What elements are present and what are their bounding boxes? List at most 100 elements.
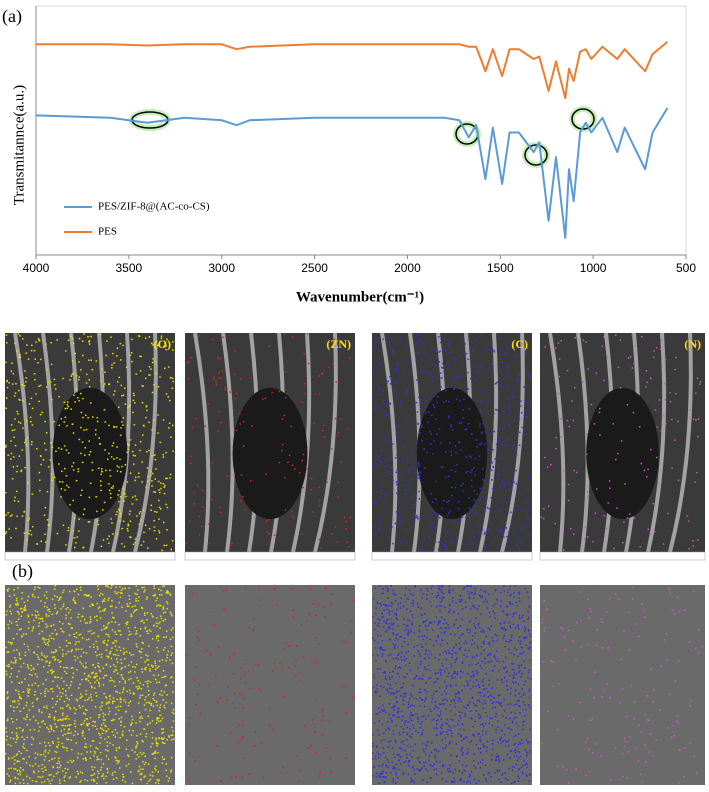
eds-dot — [502, 682, 504, 684]
eds-dot — [145, 417, 147, 419]
eds-dot — [215, 380, 217, 382]
eds-dot — [455, 452, 457, 454]
eds-dot — [503, 417, 505, 419]
eds-dot — [563, 766, 565, 768]
eds-dot — [380, 605, 382, 607]
eds-dot — [437, 715, 439, 717]
eds-dot — [97, 648, 99, 650]
eds-dot — [30, 665, 32, 667]
eds-dot — [424, 666, 426, 668]
eds-dot — [511, 637, 513, 639]
eds-dot — [148, 690, 150, 692]
eds-dot — [44, 655, 46, 657]
eds-dot — [145, 378, 147, 380]
eds-dot — [90, 717, 92, 719]
eds-dot — [567, 370, 569, 372]
eds-dot — [526, 755, 528, 757]
eds-dot — [47, 625, 49, 627]
eds-dot — [555, 448, 557, 450]
eds-image — [5, 585, 175, 785]
eds-dot — [151, 703, 153, 705]
eds-dot — [426, 744, 428, 746]
eds-dot — [526, 775, 528, 777]
eds-dot — [134, 542, 136, 544]
eds-dot — [415, 698, 417, 700]
eds-dot — [16, 738, 18, 740]
eds-dot — [168, 427, 170, 429]
eds-dot — [126, 691, 128, 693]
eds-dot — [121, 590, 123, 592]
eds-dot — [512, 668, 514, 670]
eds-dot — [504, 772, 506, 774]
eds-dot — [245, 659, 247, 661]
eds-dot — [140, 695, 142, 697]
eds-dot — [97, 585, 99, 587]
eds-dot — [115, 713, 117, 715]
eds-dot — [6, 397, 8, 399]
eds-dot — [165, 676, 167, 678]
eds-dot — [555, 437, 557, 439]
eds-dot — [172, 627, 174, 629]
eds-dot — [391, 707, 393, 709]
eds-dot — [58, 761, 60, 763]
eds-dot — [511, 488, 513, 490]
eds-dot — [438, 623, 440, 625]
eds-dot — [400, 402, 402, 404]
eds-dot — [75, 542, 77, 544]
eds-dot — [374, 692, 376, 694]
eds-dot — [450, 730, 452, 732]
eds-dot — [15, 662, 17, 664]
eds-dot — [88, 521, 90, 523]
eds-dot — [59, 647, 61, 649]
eds-dot — [15, 768, 17, 770]
eds-dot — [480, 695, 482, 697]
eds-dot — [636, 623, 638, 625]
eds-dot — [65, 695, 67, 697]
eds-dot — [489, 642, 491, 644]
eds-dot — [32, 630, 34, 632]
eds-dot — [51, 638, 53, 640]
eds-dot — [14, 418, 16, 420]
eds-dot — [240, 378, 242, 380]
eds-dot — [61, 448, 63, 450]
eds-dot — [517, 626, 519, 628]
eds-dot — [383, 338, 385, 340]
eds-dot — [515, 695, 517, 697]
eds-dot — [403, 683, 405, 685]
eds-dot — [443, 731, 445, 733]
eds-dot — [441, 367, 443, 369]
eds-dot — [220, 422, 222, 424]
eds-dot — [103, 385, 105, 387]
eds-dot — [462, 672, 464, 674]
eds-dot — [148, 763, 150, 765]
eds-dot — [7, 455, 9, 457]
eds-dot — [498, 757, 500, 759]
eds-dot — [521, 412, 523, 414]
eds-dot — [146, 598, 148, 600]
eds-dot — [411, 695, 413, 697]
eds-dot — [467, 372, 469, 374]
eds-dot — [66, 684, 68, 686]
eds-dot — [575, 768, 577, 770]
eds-dot — [436, 720, 438, 722]
eds-dot — [508, 373, 510, 375]
eds-dot — [518, 628, 520, 630]
eds-dot — [418, 477, 420, 479]
eds-dot — [523, 701, 525, 703]
eds-dot — [32, 684, 33, 686]
eds-dot — [433, 440, 435, 442]
eds-dot — [21, 449, 23, 451]
eds-dot — [172, 735, 174, 737]
eds-dot — [638, 760, 640, 762]
eds-dot — [54, 751, 56, 753]
x-tick-label: 4000 — [23, 261, 50, 275]
eds-dot — [105, 585, 107, 587]
eds-dot — [436, 751, 438, 753]
eds-dot — [423, 621, 425, 623]
eds-dot — [414, 504, 416, 506]
eds-dot — [528, 630, 530, 632]
eds-dot — [109, 470, 111, 472]
eds-dot — [160, 482, 162, 484]
eds-dot — [52, 599, 54, 601]
eds-dot — [698, 629, 700, 631]
